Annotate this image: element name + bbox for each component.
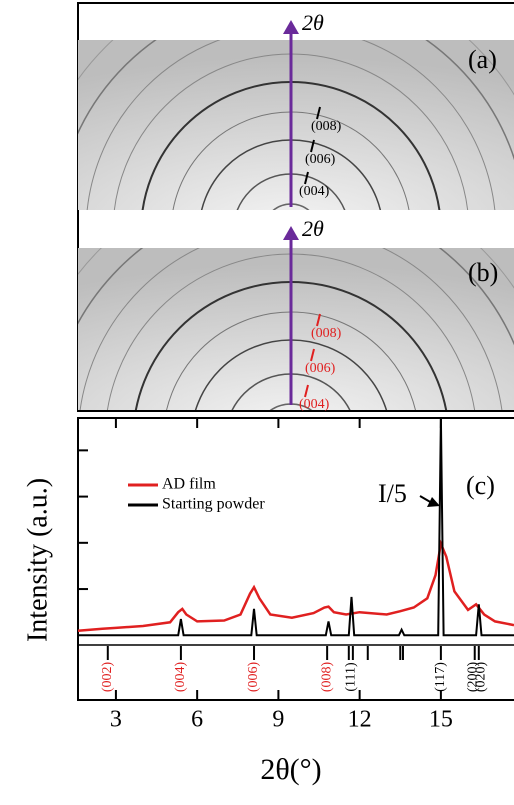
legend-label: AD film xyxy=(162,476,216,493)
reference-label: (111) xyxy=(344,662,359,692)
y-axis-label: Intensity (a.u.) xyxy=(22,478,53,642)
peak-arrow xyxy=(316,313,321,327)
x-tick-label: 6 xyxy=(191,707,203,733)
peak-label: (006) xyxy=(305,361,336,376)
peak-label: (008) xyxy=(311,326,342,341)
reference-label: (117) xyxy=(433,662,448,692)
x-tick-label: 12 xyxy=(348,707,372,733)
series-line xyxy=(77,539,514,632)
axis-label: 2θ xyxy=(302,10,324,35)
reference-label: (004) xyxy=(173,662,188,693)
detector-image-b xyxy=(78,248,514,410)
arrow-head xyxy=(283,226,299,240)
peak-arrow xyxy=(304,171,309,185)
peak-arrow xyxy=(304,384,309,398)
legend-label: Starting powder xyxy=(162,496,265,513)
panel-label: (b) xyxy=(468,258,498,287)
reference-label: (020) xyxy=(474,662,489,693)
annotation: I/5 xyxy=(378,479,407,508)
arrow-head xyxy=(283,20,299,34)
diffraction-ring xyxy=(269,403,313,410)
panel-label: (c) xyxy=(466,471,495,500)
peak-arrow xyxy=(310,348,315,362)
reference-label: (200) xyxy=(466,662,481,693)
reference-label: (006) xyxy=(246,662,261,693)
panel-label: (a) xyxy=(468,45,497,74)
x-tick-label: 9 xyxy=(272,707,284,733)
peak-arrow xyxy=(310,139,315,153)
x-axis-label: 2θ(°) xyxy=(260,753,321,786)
annotation-arrow-head xyxy=(427,497,440,507)
axis-label: 2θ xyxy=(302,216,324,241)
peak-arrow xyxy=(316,106,321,120)
reference-label: (002) xyxy=(100,662,115,693)
x-tick-label: 3 xyxy=(110,707,122,733)
plot-frame xyxy=(77,417,514,701)
peak-label: (006) xyxy=(305,152,336,167)
x-tick-label: 15 xyxy=(429,707,453,733)
series-line xyxy=(78,417,514,637)
detector-image-a xyxy=(78,40,514,210)
peak-label: (004) xyxy=(299,397,330,412)
reference-label: (008) xyxy=(319,662,334,693)
peak-label: (004) xyxy=(299,184,330,199)
peak-label: (008) xyxy=(311,119,342,134)
